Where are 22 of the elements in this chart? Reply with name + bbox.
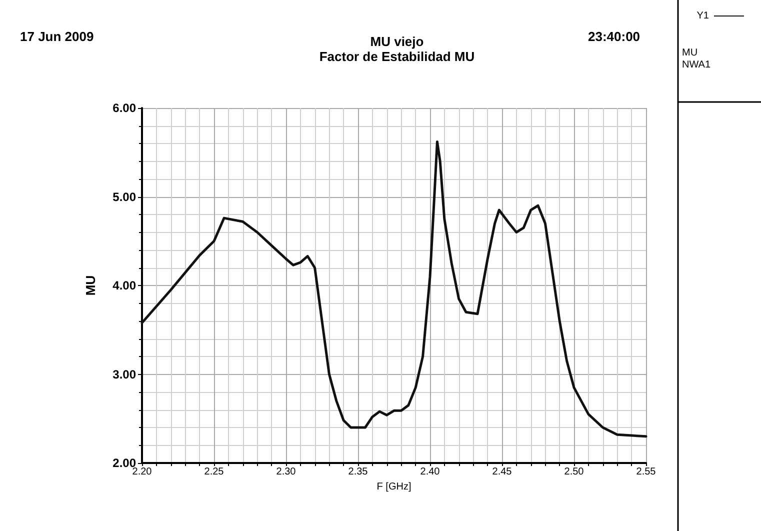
y-tick-label: 4.00 — [112, 278, 136, 292]
x-tick-label: 2.45 — [492, 466, 512, 478]
text: MU — [682, 48, 698, 58]
x-tick-label: 2.30 — [276, 466, 296, 478]
text: 23:40:00 — [588, 29, 640, 44]
x-tick-label: 2.35 — [348, 466, 368, 478]
x-tick-label: 2.20 — [132, 466, 152, 478]
y-axis-title: MU — [83, 275, 98, 296]
x-tick-label: 2.55 — [636, 466, 656, 478]
x-tick-label: 2.50 — [564, 466, 584, 478]
y-tick-label: 5.00 — [112, 190, 136, 204]
chart-title: MU viejo — [370, 34, 424, 49]
chart-subtitle: Factor de Estabilidad MU — [319, 49, 475, 64]
legend-label: Y1 — [696, 10, 710, 22]
x-tick-label: 2.25 — [204, 466, 224, 478]
text: NWA1 — [682, 60, 711, 70]
y-tick-label: 6.00 — [112, 101, 136, 115]
line-series — [140, 140, 648, 438]
y-tick-label: 3.00 — [112, 367, 136, 382]
x-tick-label: 2.40 — [420, 466, 440, 478]
text: 17 Jun 2009 — [20, 29, 94, 44]
x-axis-title: F [GHz] — [376, 481, 412, 492]
